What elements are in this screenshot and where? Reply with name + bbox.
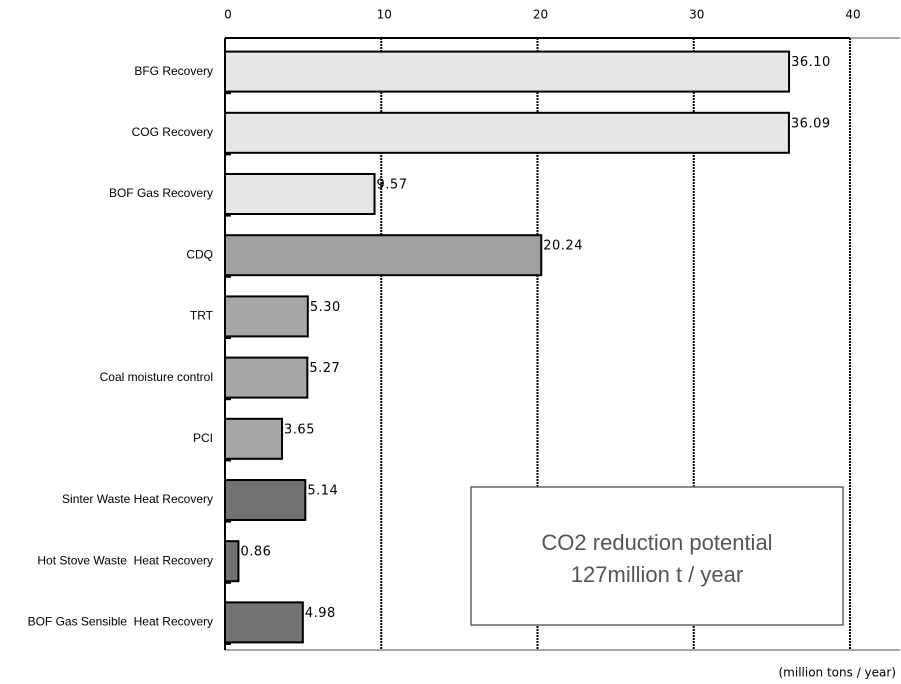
- y-tick-label: BOF Gas Recovery: [109, 186, 213, 200]
- annotation-line: CO2 reduction potential: [541, 530, 772, 555]
- y-tick-label: Sinter Waste Heat Recovery: [62, 492, 213, 506]
- value-label: 3.65: [284, 422, 315, 437]
- bar: [224, 295, 309, 338]
- bar: [224, 479, 307, 521]
- x-tick-label: 0: [224, 8, 232, 22]
- x-tick-label: 20: [533, 8, 548, 22]
- bar: [224, 601, 304, 644]
- x-tick-label: 40: [845, 8, 860, 22]
- value-label: 5.27: [309, 361, 340, 376]
- bar: [224, 234, 543, 277]
- value-label: 5.30: [310, 300, 341, 315]
- value-label: 20.24: [543, 239, 583, 254]
- bar: [224, 540, 240, 583]
- y-tick-label: CDQ: [186, 247, 213, 261]
- annotation-box: [470, 486, 844, 626]
- x-tick-label: 30: [689, 8, 704, 22]
- bar: [224, 173, 376, 215]
- x-axis-label: (million tons / year): [779, 666, 897, 680]
- value-label: 36.09: [791, 116, 831, 131]
- x-tick-label: 10: [377, 8, 392, 22]
- bar: [224, 111, 790, 154]
- y-tick-label: TRT: [190, 309, 214, 323]
- y-tick-label: Coal moisture control: [100, 370, 213, 384]
- value-label: 9.57: [377, 178, 408, 193]
- annotation-line: 127million t / year: [571, 562, 743, 587]
- y-tick-label: BFG Recovery: [134, 64, 213, 78]
- y-tick-label: BOF Gas Sensible Heat Recovery: [28, 615, 213, 629]
- y-tick-label: Hot Stove Waste Heat Recovery: [37, 553, 213, 567]
- bar: [224, 356, 309, 399]
- bar: [224, 417, 284, 460]
- y-tick-label: COG Recovery: [132, 125, 213, 139]
- bar: [224, 50, 791, 93]
- value-label: 5.14: [307, 484, 338, 499]
- value-label: 36.10: [791, 55, 831, 70]
- y-tick-label: PCI: [193, 431, 213, 445]
- value-label: 4.98: [305, 606, 336, 621]
- value-label: 0.86: [240, 545, 271, 560]
